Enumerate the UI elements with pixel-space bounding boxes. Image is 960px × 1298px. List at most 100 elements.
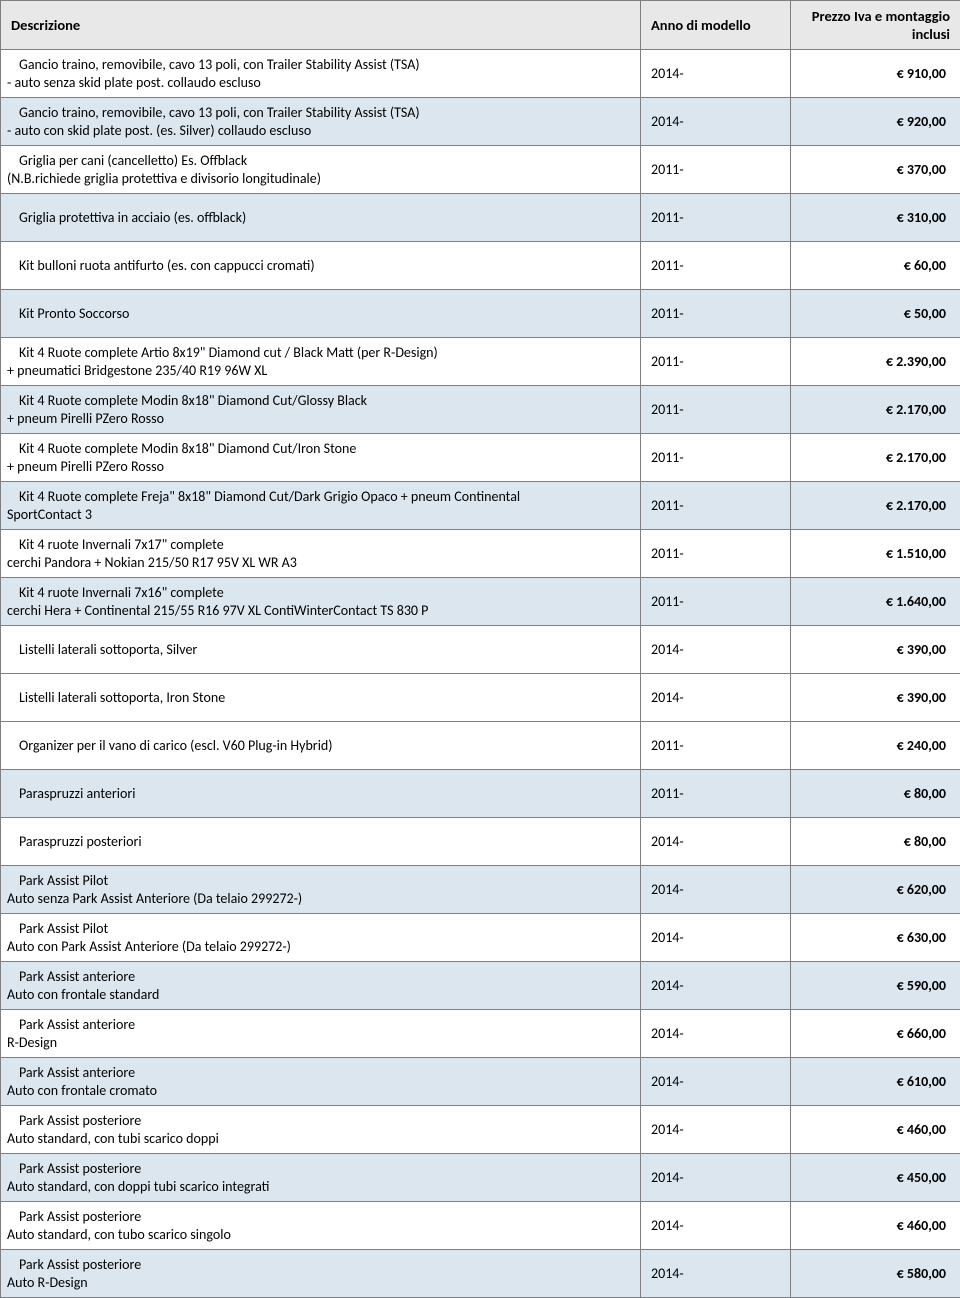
accessories-price-table: Descrizione Anno di modello Prezzo Iva e… [0,0,960,1298]
cell-price: € 910,00 [791,50,960,98]
description-line2: SportContact 3 [7,506,630,524]
description-line1: Park Assist Pilot [19,872,108,889]
table-row: Organizer per il vano di carico (escl. V… [1,722,960,770]
table-row: Paraspruzzi posteriori2014-€ 80,00 [1,818,960,866]
cell-description: Kit 4 ruote Invernali 7x17" completecerc… [1,530,641,578]
cell-price: € 2.390,00 [791,338,960,386]
description-line2: (N.B.richiede griglia protettiva e divis… [7,170,630,188]
cell-price: € 50,00 [791,290,960,338]
table-row: Park Assist posterioreAuto R-Design2014-… [1,1250,960,1298]
table-row: Kit 4 Ruote complete Artio 8x19" Diamond… [1,338,960,386]
description-line1: Park Assist Pilot [19,920,108,937]
cell-price: € 60,00 [791,242,960,290]
description-line2: cerchi Pandora + Nokian 215/50 R17 95V X… [7,554,630,572]
cell-description: Kit bulloni ruota antifurto (es. con cap… [1,242,641,290]
table-row: Griglia protettiva in acciaio (es. offbl… [1,194,960,242]
cell-year: 2014- [641,1058,791,1106]
description-line2: Auto standard, con tubi scarico doppi [7,1130,630,1148]
table-row: Listelli laterali sottoporta, Silver 2014… [1,626,960,674]
table-row: Park Assist posterioreAuto standard, con… [1,1106,960,1154]
cell-description: Paraspruzzi anteriori [1,770,641,818]
cell-description: Kit Pronto Soccorso [1,290,641,338]
cell-year: 2011- [641,242,791,290]
cell-price: € 450,00 [791,1154,960,1202]
description-line1: Kit bulloni ruota antifurto (es. con cap… [19,257,315,274]
cell-price: € 370,00 [791,146,960,194]
cell-description: Park Assist anterioreAuto con frontale s… [1,962,641,1010]
description-line1: Kit 4 Ruote complete Artio 8x19" Diamond… [19,344,438,361]
cell-description: Kit 4 ruote Invernali 7x16" completecerc… [1,578,641,626]
cell-year: 2014- [641,674,791,722]
description-line1: Park Assist posteriore [19,1112,141,1129]
table-row: Park Assist anterioreAuto con frontale s… [1,962,960,1010]
table-row: Park Assist PilotAuto con Park Assist An… [1,914,960,962]
cell-description: Organizer per il vano di carico (escl. V… [1,722,641,770]
table-row: Kit bulloni ruota antifurto (es. con cap… [1,242,960,290]
description-line2: Auto R-Design [7,1274,630,1292]
cell-description: Park Assist anterioreR-Design [1,1010,641,1058]
description-line1: Gancio traino, removibile, cavo 13 poli,… [19,104,420,121]
cell-year: 2014- [641,98,791,146]
cell-price: € 2.170,00 [791,386,960,434]
table-row: Gancio traino, removibile, cavo 13 poli,… [1,98,960,146]
cell-year: 2014- [641,866,791,914]
cell-price: € 660,00 [791,1010,960,1058]
cell-year: 2011- [641,722,791,770]
description-line1: Griglia protettiva in acciaio (es. offbl… [19,209,246,226]
table-header-row: Descrizione Anno di modello Prezzo Iva e… [1,1,960,50]
description-line1: Kit Pronto Soccorso [19,305,129,322]
cell-year: 2011- [641,386,791,434]
table-row: Kit Pronto Soccorso2011-€ 50,00 [1,290,960,338]
table-row: Kit 4 Ruote complete Freja" 8x18" Diamon… [1,482,960,530]
cell-description: Kit 4 Ruote complete Modin 8x18" Diamond… [1,386,641,434]
description-line1: Gancio traino, removibile, cavo 13 poli,… [19,56,420,73]
cell-year: 2014- [641,1154,791,1202]
table-row: Park Assist anterioreR-Design2014-€ 660,… [1,1010,960,1058]
cell-price: € 590,00 [791,962,960,1010]
cell-description: Park Assist PilotAuto con Park Assist An… [1,914,641,962]
cell-description: Kit 4 Ruote complete Freja" 8x18" Diamon… [1,482,641,530]
table-row: Paraspruzzi anteriori2011-€ 80,00 [1,770,960,818]
cell-year: 2014- [641,626,791,674]
description-line1: Park Assist anteriore [19,1016,135,1033]
description-line2: + pneumatici Bridgestone 235/40 R19 96W … [7,362,630,380]
cell-description: Listelli laterali sottoporta, Iron Stone [1,674,641,722]
description-line2: Auto con frontale cromato [7,1082,630,1100]
cell-description: Park Assist posterioreAuto R-Design [1,1250,641,1298]
cell-year: 2011- [641,482,791,530]
table-row: Listelli laterali sottoporta, Iron Stone… [1,674,960,722]
cell-price: € 580,00 [791,1250,960,1298]
description-line1: Kit 4 Ruote complete Freja" 8x18" Diamon… [19,488,520,505]
cell-year: 2011- [641,770,791,818]
table-row: Kit 4 Ruote complete Modin 8x18" Diamond… [1,434,960,482]
description-line2: Auto standard, con tubo scarico singolo [7,1226,630,1244]
description-line1: Kit 4 Ruote complete Modin 8x18" Diamond… [19,392,367,409]
cell-year: 2014- [641,914,791,962]
description-line2: + pneum Pirelli PZero Rosso [7,458,630,476]
cell-year: 2014- [641,818,791,866]
table-row: Park Assist posterioreAuto standard, con… [1,1202,960,1250]
description-line1: Park Assist anteriore [19,968,135,985]
cell-year: 2011- [641,530,791,578]
description-line2: Auto con Park Assist Anteriore (Da telai… [7,938,630,956]
description-line1: Park Assist posteriore [19,1208,141,1225]
table-row: Kit 4 Ruote complete Modin 8x18" Diamond… [1,386,960,434]
cell-description: Kit 4 Ruote complete Artio 8x19" Diamond… [1,338,641,386]
cell-year: 2014- [641,1106,791,1154]
cell-year: 2014- [641,1010,791,1058]
cell-price: € 390,00 [791,626,960,674]
header-year: Anno di modello [641,1,791,50]
cell-price: € 80,00 [791,770,960,818]
cell-price: € 2.170,00 [791,482,960,530]
cell-description: Park Assist posterioreAuto standard, con… [1,1106,641,1154]
description-line1: Kit 4 ruote Invernali 7x17" complete [19,536,224,553]
table-row: Park Assist anterioreAuto con frontale c… [1,1058,960,1106]
header-price: Prezzo Iva e montaggio inclusi [791,1,960,50]
cell-description: Park Assist anterioreAuto con frontale c… [1,1058,641,1106]
cell-price: € 460,00 [791,1106,960,1154]
description-line1: Listelli laterali sottoporta, Silver [19,641,197,658]
description-line1: Organizer per il vano di carico (escl. V… [19,737,333,754]
cell-price: € 80,00 [791,818,960,866]
cell-year: 2011- [641,194,791,242]
cell-year: 2011- [641,338,791,386]
